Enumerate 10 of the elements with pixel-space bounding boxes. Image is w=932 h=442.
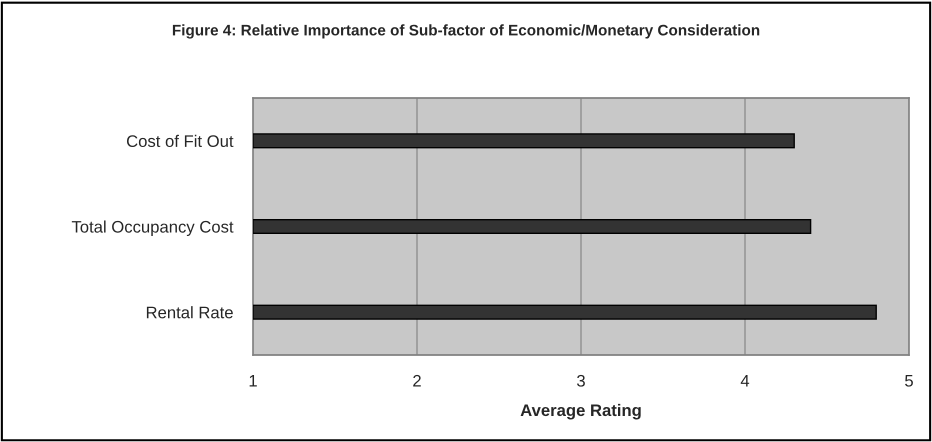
x-axis-title: Average Rating	[520, 404, 641, 420]
x-tick-label: 5	[905, 375, 913, 387]
y-tick-label: Rental Rate	[146, 306, 233, 318]
y-tick-label: Total Occupancy Cost	[72, 220, 234, 236]
x-tick-label: 2	[413, 374, 421, 387]
x-tick-label: 1	[250, 375, 257, 387]
chart-title: Figure 4: Relative Importance of Sub-factor of Economic/Monetary Consideration	[172, 24, 760, 39]
y-tick-label: Cost of Fit Out	[126, 134, 234, 148]
x-tick-label: 3	[577, 374, 585, 387]
x-tick-label: 4	[740, 375, 750, 387]
